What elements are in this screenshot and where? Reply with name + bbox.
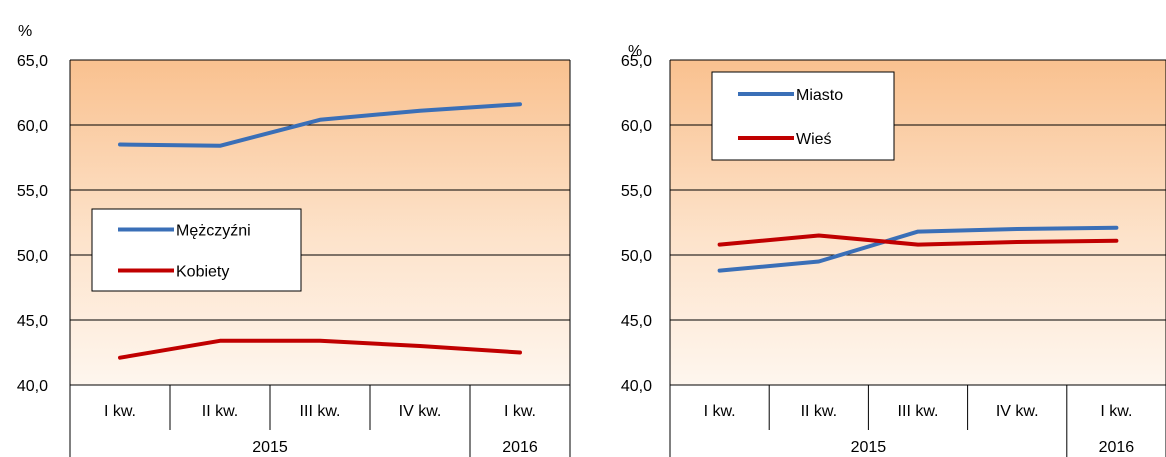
chart-1-y-tick-label: 65,0 xyxy=(17,53,48,70)
chart-2-legend-label-2: Wieś xyxy=(796,131,832,148)
chart-2-y-tick-label: 55,0 xyxy=(621,183,652,200)
chart-1-y-tick-label: 40,0 xyxy=(17,378,48,395)
chart-1-legend-box xyxy=(91,208,302,292)
chart-1-legend-label-1: Mężczyźni xyxy=(176,223,251,240)
chart-2-series-line-2 xyxy=(717,233,1119,247)
chart-1-x-tick-label: I kw. xyxy=(504,403,536,420)
chart-2-x-tick-label: I kw. xyxy=(1100,403,1132,420)
chart-1-x-group-label: 2015 xyxy=(252,439,288,456)
chart-1-x-tick-label: II kw. xyxy=(202,403,238,420)
chart-2-x-tick-label: I kw. xyxy=(704,403,736,420)
chart-2-y-tick-label: 40,0 xyxy=(621,378,652,395)
chart-2-y-tick-label: 60,0 xyxy=(621,118,652,135)
chart-2-legend-box xyxy=(711,71,895,161)
chart-2-x-tick-label: IV kw. xyxy=(996,403,1039,420)
chart-1-x-tick-label: IV kw. xyxy=(399,403,442,420)
chart-1-x-group-label: 2016 xyxy=(502,439,538,456)
chart-2-legend-label-1: Miasto xyxy=(796,87,843,104)
chart-2-x-group-label: 2015 xyxy=(851,439,887,456)
chart-1-x-tick-label: I kw. xyxy=(104,403,136,420)
chart-2-y-tick-label: 50,0 xyxy=(621,248,652,265)
chart-2-unit-label: % xyxy=(628,43,642,60)
chart-1-y-tick-label: 45,0 xyxy=(17,313,48,330)
chart-2-x-group-label: 2016 xyxy=(1099,439,1135,456)
chart-2-series-line-1 xyxy=(717,225,1119,273)
chart-2-y-tick-label: 65,0 xyxy=(621,53,652,70)
chart-1-y-tick-label: 60,0 xyxy=(17,118,48,135)
chart-1-series-line-2 xyxy=(118,338,522,360)
chart-1-unit-label: % xyxy=(18,23,32,40)
chart-1-x-tick-label: III kw. xyxy=(300,403,341,420)
chart-1-y-tick-label: 50,0 xyxy=(17,248,48,265)
chart-2-x-tick-label: II kw. xyxy=(801,403,837,420)
chart-1-legend-label-2: Kobiety xyxy=(176,264,229,281)
chart-2-x-tick-label: III kw. xyxy=(898,403,939,420)
chart-1-series-line-1 xyxy=(118,102,522,148)
chart-1-y-tick-label: 55,0 xyxy=(17,183,48,200)
chart-2-y-tick-label: 45,0 xyxy=(621,313,652,330)
